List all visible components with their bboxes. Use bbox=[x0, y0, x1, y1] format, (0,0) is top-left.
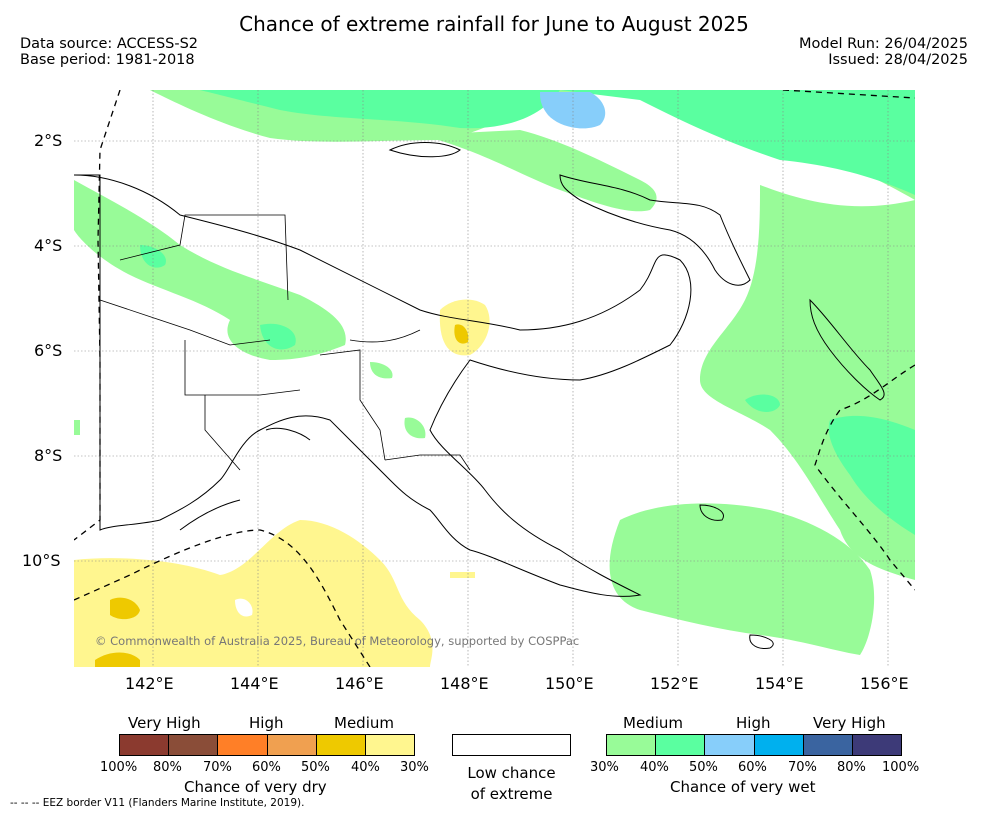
wet-tick: 60% bbox=[738, 760, 767, 775]
dry-swatch bbox=[365, 735, 415, 755]
lon-label: 142°E bbox=[125, 674, 174, 693]
coastlines bbox=[74, 142, 885, 649]
dry-colorbar bbox=[119, 734, 415, 756]
lon-label: 146°E bbox=[335, 674, 384, 693]
wet-swatch bbox=[607, 735, 657, 755]
dry-swatch bbox=[120, 735, 170, 755]
lat-label: 8°S bbox=[34, 446, 63, 465]
lon-label: 154°E bbox=[755, 674, 804, 693]
wet-colorbar bbox=[606, 734, 902, 756]
dry-tick: 30% bbox=[400, 760, 429, 775]
wet-swatch bbox=[754, 735, 804, 755]
graticule bbox=[74, 90, 915, 667]
dry-tick: 60% bbox=[252, 760, 281, 775]
low-chance-label-line1: Low chance bbox=[467, 764, 556, 782]
dry-swatch bbox=[169, 735, 219, 755]
low-chance-label-line2: of extreme bbox=[470, 785, 553, 803]
lat-label: 10°S bbox=[22, 551, 61, 570]
dry-tick: 40% bbox=[351, 760, 380, 775]
lon-label: 144°E bbox=[230, 674, 279, 693]
province-borders bbox=[99, 214, 471, 471]
wet-tick: 100% bbox=[882, 760, 920, 775]
lat-label: 4°S bbox=[34, 236, 63, 255]
dry-tick: 70% bbox=[203, 760, 232, 775]
dry-swatch bbox=[218, 735, 268, 755]
model-run-text: Model Run: 26/04/2025 bbox=[798, 36, 968, 52]
dry-legend-title: Chance of very dry bbox=[184, 778, 327, 796]
wet-swatch bbox=[803, 735, 853, 755]
dry-swatch bbox=[316, 735, 366, 755]
data-source-text: Data source: ACCESS-S2 bbox=[20, 36, 199, 52]
wet-tick: 80% bbox=[837, 760, 866, 775]
dry-swatch bbox=[267, 735, 317, 755]
eez-border bbox=[74, 90, 915, 667]
copyright-text: © Commonwealth of Australia 2025, Bureau… bbox=[95, 634, 580, 648]
dry-level-label: High bbox=[249, 714, 284, 732]
lon-label: 148°E bbox=[440, 674, 489, 693]
dry-tick: 50% bbox=[301, 760, 330, 775]
low-chance-swatch bbox=[452, 734, 571, 756]
eez-footer-note: -- -- -- EEZ border V11 (Flanders Marine… bbox=[10, 797, 305, 809]
lon-label: 156°E bbox=[860, 674, 909, 693]
base-period-text: Base period: 1981-2018 bbox=[20, 52, 195, 68]
lon-label: 150°E bbox=[545, 674, 594, 693]
probability-fields bbox=[74, 90, 915, 667]
wet-swatch bbox=[852, 735, 902, 755]
wet-legend-title: Chance of very wet bbox=[670, 778, 816, 796]
dry-tick: 100% bbox=[100, 760, 138, 775]
dry-level-label: Medium bbox=[334, 714, 394, 732]
wet-level-label: High bbox=[736, 714, 771, 732]
wet-swatch bbox=[656, 735, 706, 755]
lat-label: 6°S bbox=[34, 341, 63, 360]
wet-tick: 50% bbox=[689, 760, 718, 775]
wet-level-label: Very High bbox=[813, 714, 886, 732]
dry-level-label: Very High bbox=[128, 714, 201, 732]
lat-label: 2°S bbox=[34, 131, 63, 150]
wet-tick: 70% bbox=[788, 760, 817, 775]
wet-level-label: Medium bbox=[623, 714, 683, 732]
wet-tick: 30% bbox=[590, 760, 619, 775]
issued-text: Issued: 28/04/2025 bbox=[828, 52, 968, 68]
page-title: Chance of extreme rainfall for June to A… bbox=[239, 12, 749, 36]
wet-tick: 40% bbox=[640, 760, 669, 775]
dry-tick: 80% bbox=[153, 760, 182, 775]
lon-label: 152°E bbox=[650, 674, 699, 693]
wet-swatch bbox=[705, 735, 755, 755]
